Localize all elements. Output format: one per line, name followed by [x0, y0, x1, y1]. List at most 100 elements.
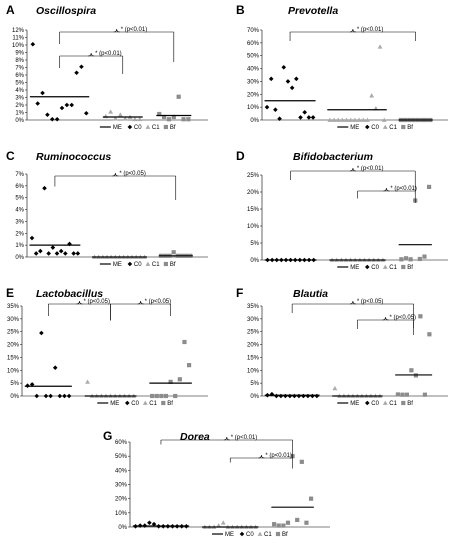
- bracket-brace: [112, 172, 119, 177]
- group-c1: [332, 385, 383, 398]
- c1-point: [220, 520, 226, 525]
- c1-point: [344, 117, 349, 122]
- y-tick-label: 5%: [250, 241, 259, 247]
- significance-label: * (p<0.01): [357, 27, 384, 33]
- legend-bf-label: Bf: [170, 262, 176, 268]
- panel-letter: E: [6, 286, 14, 300]
- c1-point: [365, 117, 370, 122]
- bf-point: [276, 523, 281, 528]
- c0-point: [274, 393, 279, 399]
- panel-title: Ruminococcus: [36, 151, 111, 163]
- c0-point: [296, 393, 302, 399]
- c0-point: [283, 393, 288, 399]
- group-c0: [24, 330, 72, 399]
- legend-c1-label: C1: [149, 401, 157, 407]
- y-tick-label: 6%: [15, 73, 24, 79]
- c0-point: [38, 248, 43, 254]
- c1-point: [117, 112, 123, 117]
- panel-title: Prevotella: [288, 5, 338, 17]
- legend: ME C0 C1 Bf: [97, 400, 173, 407]
- c1-point: [137, 116, 143, 122]
- y-tick-label: 60%: [115, 440, 128, 446]
- c0-point: [79, 64, 84, 70]
- legend-c0-label: C0: [134, 125, 142, 131]
- bf-point: [299, 459, 304, 464]
- y-tick-label: 3%: [15, 219, 24, 225]
- group-c0: [264, 64, 316, 122]
- y-tick-label: 10%: [247, 224, 260, 230]
- bf-point: [422, 392, 427, 397]
- legend-me-label: ME: [113, 262, 122, 268]
- y-tick-label: 20%: [247, 343, 260, 349]
- c0-point: [54, 251, 60, 256]
- significance-bracket: * (p<0.01): [229, 453, 293, 469]
- legend: ME C0 C1 Bf: [99, 124, 176, 131]
- legend-c0-label: C0: [371, 401, 379, 407]
- y-tick-label: 0%: [118, 525, 127, 531]
- c0-point: [58, 248, 64, 254]
- legend: ME C0 C1 Bf: [337, 400, 413, 407]
- bf-point: [171, 114, 176, 120]
- bf-point: [176, 94, 181, 99]
- legend-c0-swatch: [127, 261, 133, 267]
- significance-label: * (p<0.01): [231, 435, 258, 441]
- legend-c1-label: C1: [389, 125, 397, 131]
- c0-point: [305, 393, 311, 399]
- c0-point: [281, 64, 287, 70]
- c1-point: [352, 117, 358, 122]
- panel-letter: G: [103, 429, 112, 443]
- legend-me-label: ME: [113, 125, 122, 131]
- c0-point: [63, 251, 68, 256]
- c0-point: [30, 41, 36, 47]
- y-tick-label: 25%: [247, 330, 260, 336]
- c0-point: [310, 393, 315, 399]
- legend-c1-label: C1: [389, 265, 397, 271]
- bf-point: [171, 250, 176, 255]
- significance-bracket: * (p<0.01): [59, 51, 124, 74]
- significance-label: * (p<0.05): [357, 299, 384, 305]
- legend: ME C0 C1 Bf: [212, 531, 288, 538]
- y-tick-label: 1%: [15, 243, 24, 249]
- y-tick-label: 10%: [247, 105, 260, 111]
- panel-g: G Dorea 0% 10% 20% 30% 40% 50% 60% * (p<0.01) * (p…: [103, 429, 330, 538]
- group-c0: [29, 41, 90, 122]
- c0-point: [301, 393, 306, 399]
- y-tick-label: 20%: [247, 190, 260, 196]
- bf-point: [272, 522, 277, 527]
- bf-point: [295, 517, 300, 523]
- legend-c1-label: C1: [389, 401, 397, 407]
- y-tick-label: 15%: [247, 355, 260, 361]
- legend-bf-swatch: [401, 264, 406, 270]
- bf-point: [161, 114, 167, 120]
- y-tick-label: 1%: [15, 111, 24, 117]
- c0-point: [42, 185, 47, 191]
- legend: ME C0 C1 Bf: [99, 261, 176, 268]
- bf-point: [395, 392, 400, 397]
- group-bf: [395, 314, 433, 397]
- legend-c1-swatch: [382, 124, 388, 129]
- significance-label: * (p<0.05): [145, 299, 172, 305]
- bf-point: [182, 339, 187, 345]
- panel-title: Dorea: [180, 431, 210, 443]
- bracket-brace: [137, 300, 144, 305]
- bf-point: [427, 332, 432, 337]
- legend-bf-swatch: [163, 261, 168, 267]
- c0-point: [64, 102, 70, 108]
- c1-point: [369, 93, 375, 98]
- c0-point: [287, 393, 293, 399]
- c0-point: [69, 102, 75, 108]
- bracket-brace: [349, 300, 356, 305]
- y-tick-label: 6%: [15, 184, 24, 190]
- y-tick-label: 25%: [7, 330, 20, 336]
- legend-c1-label: C1: [152, 262, 160, 268]
- legend-bf-label: Bf: [407, 125, 413, 131]
- legend-c0-label: C0: [371, 265, 379, 271]
- legend-me-label: ME: [110, 401, 119, 407]
- legend-c0-label: C0: [134, 262, 142, 268]
- panel-letter: B: [236, 3, 245, 17]
- y-tick-label: 30%: [115, 483, 128, 489]
- y-tick-label: 0%: [10, 394, 19, 400]
- c0-point: [57, 393, 63, 399]
- bf-point: [399, 257, 404, 262]
- y-tick-label: 70%: [247, 28, 260, 34]
